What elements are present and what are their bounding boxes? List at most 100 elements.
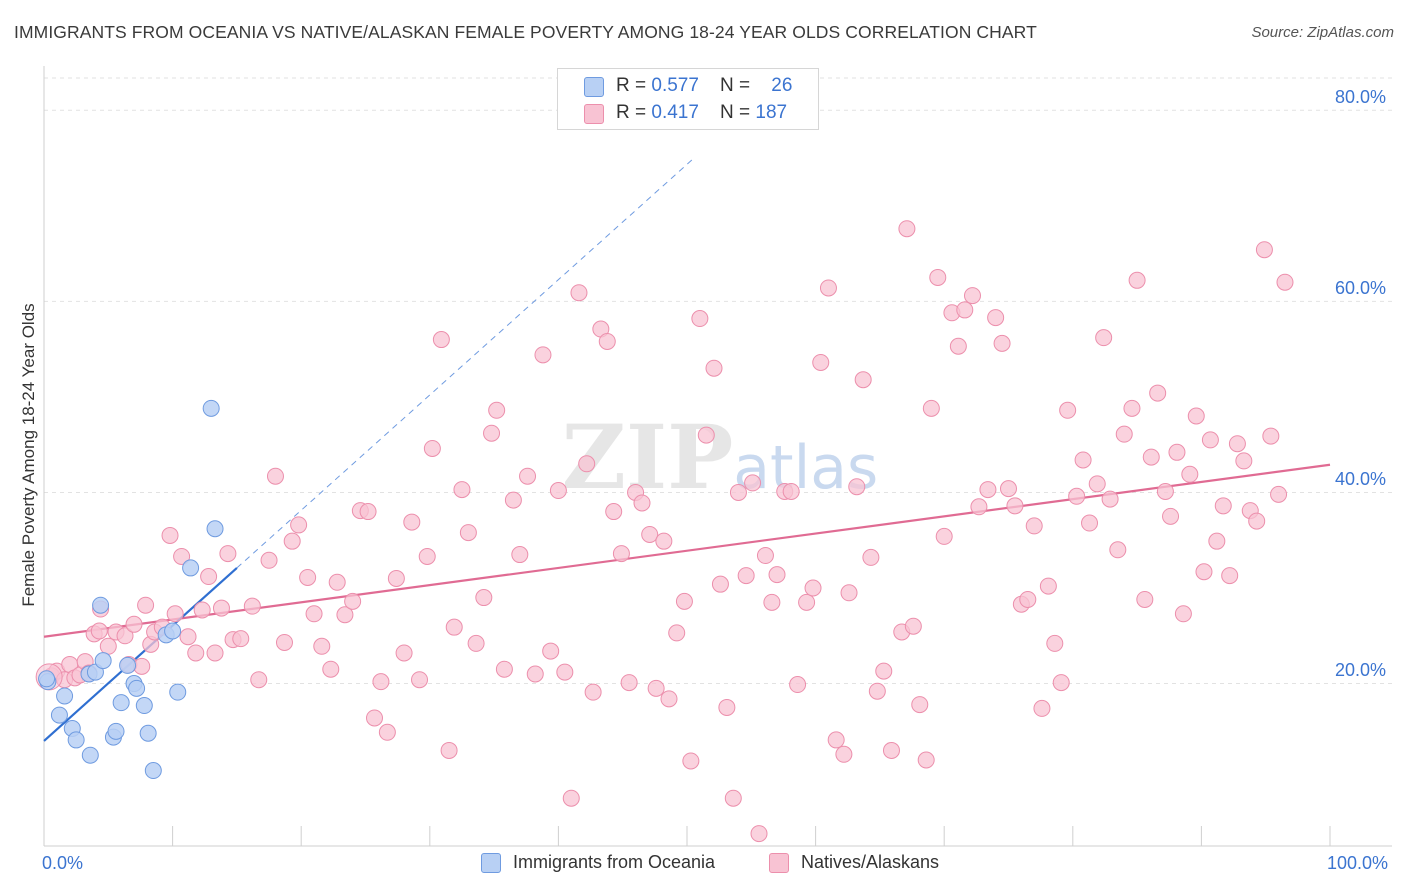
natives-point <box>724 789 742 807</box>
legend-label: Natives/Alaskans <box>801 852 940 872</box>
x-tick-label-min: 0.0% <box>42 853 84 873</box>
natives-point <box>504 491 522 509</box>
natives-point <box>305 605 323 623</box>
natives-point <box>1174 605 1192 623</box>
natives-point <box>578 455 596 473</box>
natives-point <box>1046 634 1064 652</box>
oceania-point <box>92 596 110 614</box>
natives-point <box>987 309 1005 327</box>
natives-point <box>768 566 786 584</box>
natives-point <box>173 547 191 565</box>
natives-point <box>243 597 261 615</box>
natives-point <box>718 698 736 716</box>
natives-point <box>798 593 816 611</box>
oceania-point <box>107 722 125 740</box>
oceania-point <box>135 697 153 715</box>
natives-point <box>737 567 755 585</box>
natives-point <box>868 682 886 700</box>
natives-point <box>475 589 493 607</box>
oceania-point <box>67 731 85 749</box>
natives-point <box>605 503 623 521</box>
natives-point <box>488 401 506 419</box>
natives-point <box>1074 451 1092 469</box>
natives-point <box>1115 425 1133 443</box>
natives-point <box>99 637 117 655</box>
natives-point <box>1109 541 1127 559</box>
natives-point <box>641 525 659 543</box>
x-tick-label-max: 100.0% <box>1327 853 1389 873</box>
oceania-swatch <box>481 853 501 873</box>
oceania-point <box>206 520 224 538</box>
natives-point <box>116 627 134 645</box>
natives-point <box>266 467 284 485</box>
natives-point <box>660 690 678 708</box>
natives-point <box>875 662 893 680</box>
natives-alaskans-points <box>35 220 1294 843</box>
natives-point <box>1156 482 1174 500</box>
natives-point <box>193 601 211 619</box>
natives-point <box>423 439 441 457</box>
natives-point <box>647 679 665 697</box>
natives-point <box>1228 435 1246 453</box>
natives-point <box>125 615 143 633</box>
natives-point <box>133 657 151 675</box>
natives-point <box>840 584 858 602</box>
oceania-point <box>139 724 157 742</box>
oceania-trend-line <box>43 567 238 742</box>
natives-point <box>1081 514 1099 532</box>
n-label: N = <box>720 102 756 123</box>
natives-point <box>1123 399 1141 417</box>
oceania-point <box>56 687 74 705</box>
natives-point <box>819 279 837 297</box>
natives-point <box>854 371 872 389</box>
natives-point <box>495 660 513 678</box>
natives-point <box>904 617 922 635</box>
natives-point <box>1006 497 1024 515</box>
natives-point <box>1187 407 1205 425</box>
natives-point <box>387 569 405 587</box>
natives-point <box>250 671 268 689</box>
oceania-points <box>38 399 224 780</box>
natives-point <box>922 399 940 417</box>
natives-point <box>526 665 544 683</box>
natives-point <box>1142 448 1160 466</box>
natives-point <box>620 674 638 692</box>
natives-point <box>445 618 463 636</box>
natives-point <box>1136 590 1154 608</box>
natives-point <box>534 346 552 364</box>
natives-point <box>328 573 346 591</box>
natives-point <box>212 599 230 617</box>
natives-point <box>750 825 768 843</box>
natives-point <box>467 634 485 652</box>
natives-point <box>1276 273 1294 291</box>
natives-point <box>1000 480 1017 498</box>
natives-point <box>1052 674 1070 692</box>
natives-point <box>90 622 108 640</box>
natives-point <box>929 268 947 286</box>
y-tick-label-20: 20.0% <box>1335 660 1387 680</box>
natives-point <box>1101 490 1119 508</box>
r-value: 0.577 <box>651 75 699 96</box>
chart-title: IMMIGRANTS FROM OCEANIA VS NATIVE/ALASKA… <box>14 22 1037 42</box>
natives-point <box>483 424 501 442</box>
natives-swatch <box>584 104 604 124</box>
natives-point <box>1095 329 1113 347</box>
y-tick-label-60: 60.0% <box>1335 278 1387 298</box>
oceania-trend-extension <box>236 158 694 569</box>
natives-point <box>911 696 929 714</box>
natives-point <box>898 220 916 238</box>
natives-point <box>344 592 362 610</box>
natives-point <box>1088 475 1106 493</box>
natives-point <box>313 637 331 655</box>
natives-point <box>556 663 574 681</box>
correlation-legend: R = 0.577 N = 26 R = 0.417 N = 187 <box>557 68 819 130</box>
oceania-point <box>94 652 112 670</box>
natives-point <box>917 751 935 769</box>
natives-point <box>598 332 616 350</box>
oceania-point <box>202 399 220 417</box>
natives-point <box>584 683 602 701</box>
natives-point <box>1128 271 1146 289</box>
natives-point <box>1025 517 1043 535</box>
natives-point <box>336 606 354 624</box>
